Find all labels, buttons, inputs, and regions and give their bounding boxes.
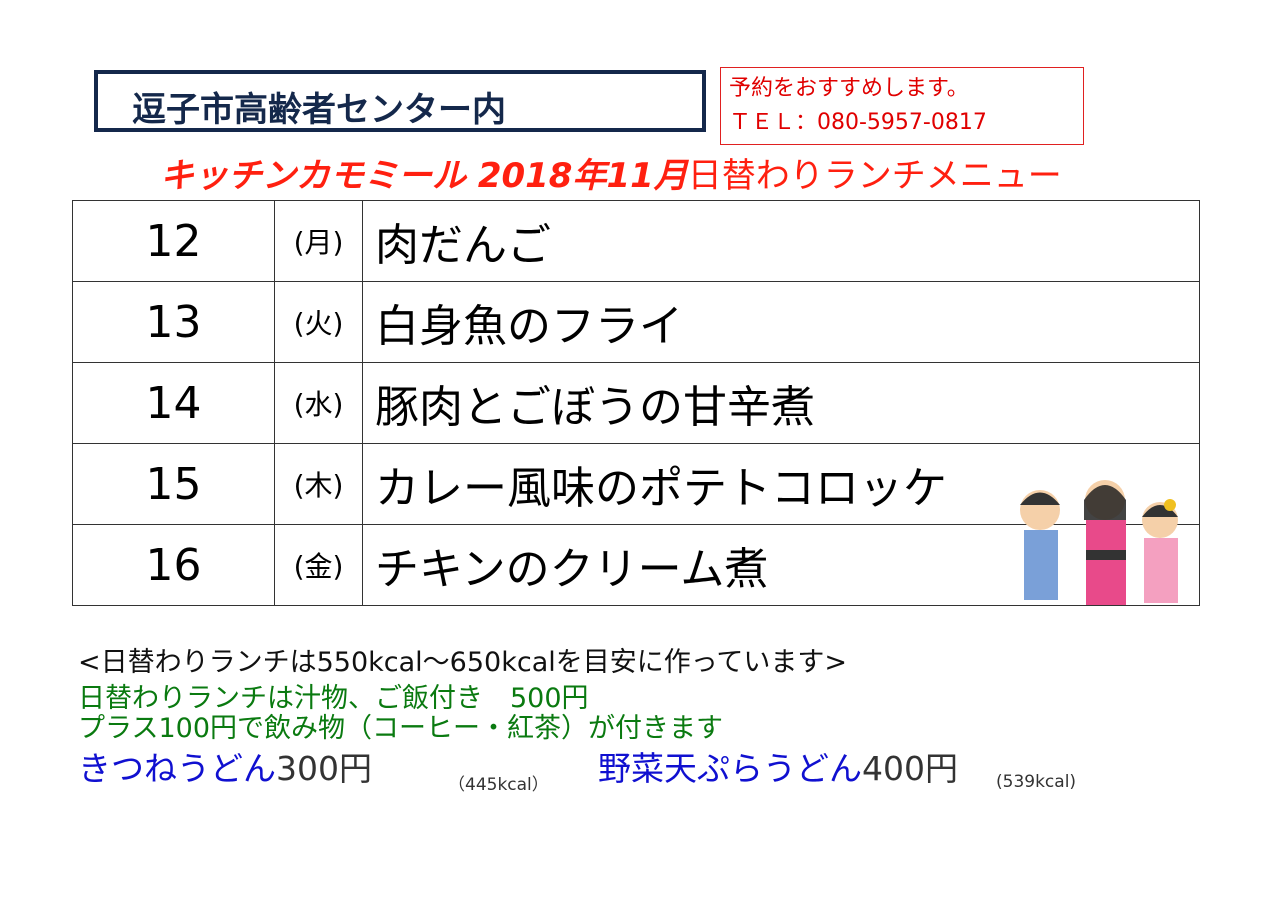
udon-price: 300円 [276,749,372,788]
dish-cell: 白身魚のフライ [362,281,1200,363]
udon-name: きつねうどん [78,749,276,788]
kimono-children-illustration [1020,480,1178,605]
day-cell: 14 [72,362,275,444]
udon-item: 野菜天ぷらうどん400円 [598,742,958,790]
menu-row: 16 (金) チキンのクリーム煮 [72,524,1200,606]
weekday-cell: (金) [274,524,363,606]
day-cell: 15 [72,443,275,525]
reservation-note: 予約をおすすめします。 [729,76,969,101]
calorie-note: <日替わりランチは550kcal～650kcalを目安に作っています> [78,647,848,678]
udon-name: 野菜天ぷらうどん [598,749,862,788]
menu-label: 日替わりランチメニュー [687,156,1062,196]
shop-month: キッチンカモミール 2018年11月 [160,156,688,196]
udon-kcal: （445kcal） [448,775,549,795]
udon-kcal: (539kcal) [996,772,1077,792]
dish-cell: 肉だんご [362,200,1200,282]
lunch-note: 日替わりランチは汁物、ご飯付き 500円 [78,683,589,714]
weekday-cell: (水) [274,362,363,444]
drink-note: プラス100円で飲み物（コーヒー・紅茶）が付きます [78,713,723,744]
menu-table: 12 (月) 肉だんご 13 (火) 白身魚のフライ 14 (水) 豚肉とごぼうの甘辛煮 15 (木… [72,200,1200,606]
weekday-cell: (木) [274,443,363,525]
location-title: 逗子市高齢者センター内 [132,90,506,130]
day-cell: 12 [72,200,275,282]
menu-row: 12 (月) 肉だんご [72,200,1200,282]
reservation-box: 予約をおすすめします。 ＴＥＬ：080-5957-0817 [720,67,1084,145]
dish-cell: カレー風味のポテトコロッケ [362,443,1200,525]
menu-row: 15 (木) カレー風味のポテトコロッケ [72,443,1200,525]
dish-cell: 豚肉とごぼうの甘辛煮 [362,362,1200,444]
day-cell: 13 [72,281,275,363]
menu-row: 13 (火) 白身魚のフライ [72,281,1200,363]
day-cell: 16 [72,524,275,606]
dish-cell: チキンのクリーム煮 [362,524,1200,606]
udon-item: きつねうどん300円 [78,742,372,790]
phone-number: ＴＥＬ：080-5957-0817 [729,110,987,135]
weekday-cell: (月) [274,200,363,282]
menu-heading: キッチンカモミール 2018年11月日替わりランチメニュー [160,148,1062,197]
weekday-cell: (火) [274,281,363,363]
menu-row: 14 (水) 豚肉とごぼうの甘辛煮 [72,362,1200,444]
location-box: 逗子市高齢者センター内 [94,70,706,132]
udon-price: 400円 [862,749,958,788]
